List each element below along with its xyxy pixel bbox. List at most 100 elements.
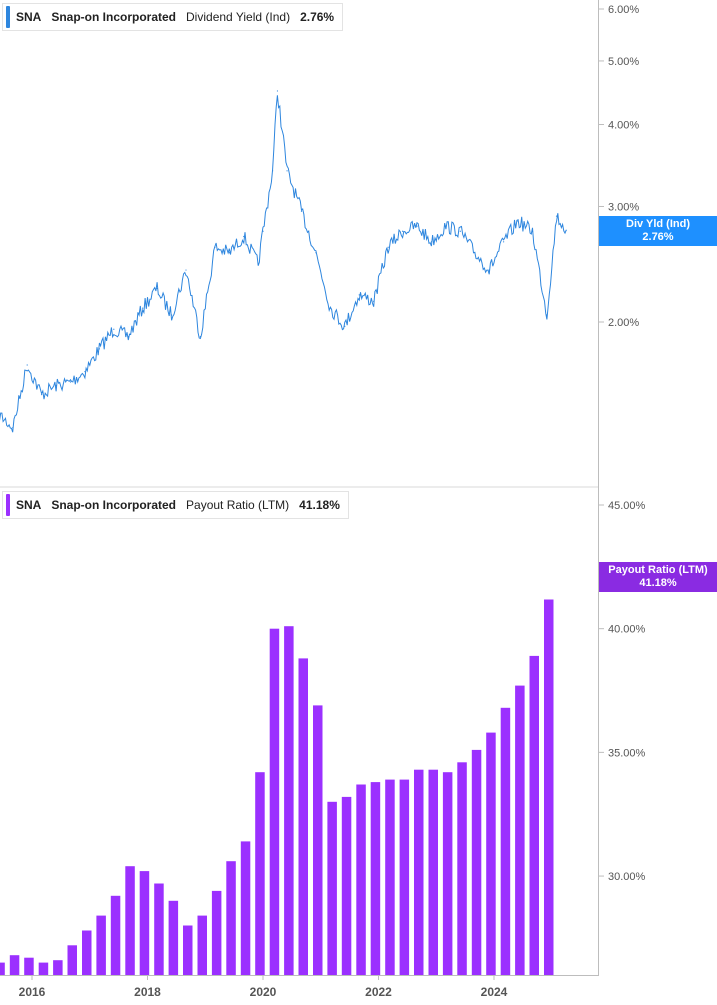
yield-tick-label: 4.00% xyxy=(608,120,639,132)
yield-data-point xyxy=(257,263,259,265)
yield-data-point xyxy=(300,210,303,212)
payout-bar xyxy=(457,762,467,975)
payout-legend-metric: Payout Ratio (LTM) xyxy=(186,498,290,512)
yield-data-point xyxy=(329,307,331,309)
payout-bar xyxy=(341,796,352,975)
payout-legend-swatch xyxy=(6,494,10,516)
yield-data-point xyxy=(142,307,144,309)
yield-data-point xyxy=(26,364,28,366)
yield-tick-label: 2.00% xyxy=(608,317,639,329)
payout-legend: SNA Snap-on Incorporated Payout Ratio (L… xyxy=(2,491,349,519)
payout-tag-label: Payout Ratio (LTM) xyxy=(608,564,708,576)
yield-value-tag: Div Yld (Ind) 2.76% xyxy=(599,216,717,246)
payout-legend-company: Snap-on Incorporated xyxy=(51,498,177,512)
payout-legend-value: 41.18% xyxy=(299,498,340,512)
payout-bar xyxy=(226,861,236,975)
x-tick-label: 2018 xyxy=(134,985,161,999)
payout-bar xyxy=(313,705,323,975)
payout-value-tag: Payout Ratio (LTM) 41.18% xyxy=(599,562,717,592)
payout-tick-label: 30.00% xyxy=(608,871,646,883)
payout-bar xyxy=(255,772,265,975)
payout-tag-value: 41.18% xyxy=(639,577,677,589)
yield-data-point xyxy=(344,325,346,327)
yield-data-point xyxy=(565,229,567,231)
payout-bar xyxy=(197,915,207,975)
x-tick-label: 2020 xyxy=(250,985,277,999)
payout-bar xyxy=(471,749,482,975)
yield-tag-label: Div Yld (Ind) xyxy=(626,218,690,230)
payout-bar xyxy=(38,962,49,975)
yield-legend-swatch xyxy=(6,6,10,28)
yield-data-point xyxy=(315,252,317,254)
yield-tag-value: 2.76% xyxy=(642,231,674,243)
payout-axis-ticks: 30.00% 35.00% 40.00% 45.00% xyxy=(599,500,646,883)
payout-tick-label: 40.00% xyxy=(608,624,646,636)
yield-data-point xyxy=(69,381,72,383)
yield-data-point xyxy=(272,170,274,172)
payout-bar xyxy=(82,930,92,975)
payout-tick-label: 35.00% xyxy=(608,747,646,759)
yield-data-point xyxy=(474,252,476,254)
payout-bar xyxy=(500,707,511,975)
yield-data-point xyxy=(84,371,86,373)
x-tick-label: 2016 xyxy=(19,985,46,999)
yield-legend-company: Snap-on Incorporated xyxy=(51,10,177,24)
payout-tick-label: 45.00% xyxy=(608,500,646,512)
yield-data-point xyxy=(199,336,202,338)
payout-bar xyxy=(529,655,539,975)
yield-tick-label: 3.00% xyxy=(608,201,639,213)
payout-bar xyxy=(414,769,424,975)
payout-bar xyxy=(139,871,150,975)
payout-bar xyxy=(9,955,20,975)
yield-data-point xyxy=(488,269,490,271)
yield-data-point xyxy=(214,246,216,248)
yield-data-point xyxy=(113,328,115,330)
yield-data-point xyxy=(517,220,519,222)
payout-bar xyxy=(284,626,294,975)
yield-axis-ticks: 2.00% 3.00% 4.00% 5.00% 6.00% xyxy=(599,4,639,329)
yield-data-point xyxy=(286,170,288,172)
yield-data-point xyxy=(546,314,548,316)
yield-data-point xyxy=(185,269,187,271)
yield-legend-ticker: SNA xyxy=(16,10,42,24)
x-tick-label: 2022 xyxy=(365,985,392,999)
yield-tick-label: 6.00% xyxy=(608,4,639,16)
yield-data-point xyxy=(401,230,404,232)
payout-bar xyxy=(515,685,525,975)
yield-data-point xyxy=(262,230,264,232)
yield-data-point xyxy=(387,246,389,248)
yield-data-point xyxy=(416,225,418,227)
payout-bar xyxy=(110,895,121,975)
payout-bar xyxy=(183,925,193,975)
x-tick-label: 2024 xyxy=(481,985,508,999)
yield-series xyxy=(0,90,567,433)
yield-tick-label: 5.00% xyxy=(608,56,639,68)
payout-bar xyxy=(0,962,5,975)
yield-data-point xyxy=(430,241,433,243)
payout-bar xyxy=(356,784,366,975)
x-axis-ticks: 2016 2018 2020 2022 2024 xyxy=(19,975,508,999)
yield-data-point xyxy=(531,230,534,232)
payout-bar xyxy=(385,779,395,975)
yield-data-point xyxy=(459,230,461,232)
yield-legend-metric: Dividend Yield (Ind) xyxy=(186,10,291,24)
yield-legend: SNA Snap-on Incorporated Dividend Yield … xyxy=(2,3,344,31)
yield-data-point xyxy=(55,384,57,387)
yield-data-point xyxy=(276,90,279,92)
yield-data-point xyxy=(170,314,173,316)
payout-bar xyxy=(370,782,381,975)
payout-bar xyxy=(298,658,308,975)
payout-bar xyxy=(399,779,410,975)
payout-bar xyxy=(67,945,77,975)
yield-line-path xyxy=(0,95,567,433)
yield-data-point xyxy=(243,235,245,238)
yield-data-point xyxy=(98,348,100,350)
payout-bar xyxy=(544,599,554,975)
payout-bar xyxy=(168,900,179,975)
yield-data-point xyxy=(445,225,447,227)
yield-data-point xyxy=(555,215,558,217)
payout-bar xyxy=(428,769,438,975)
payout-bar xyxy=(240,841,251,975)
yield-data-point xyxy=(358,294,360,296)
